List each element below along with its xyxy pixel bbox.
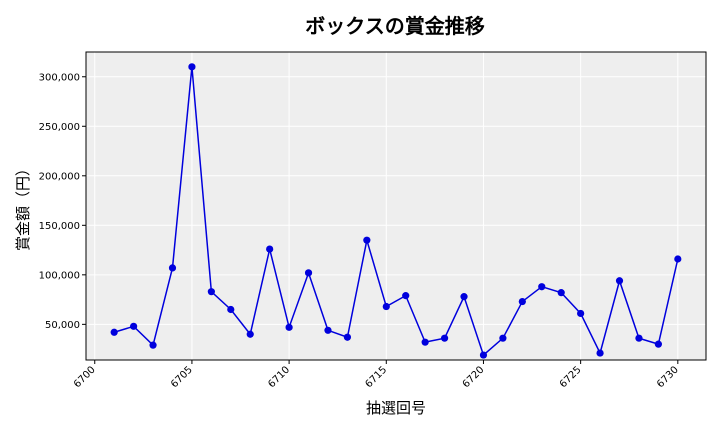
x-tick-label: 6700 (72, 364, 98, 390)
data-point (382, 302, 390, 311)
data-point (518, 297, 526, 306)
data-point (285, 323, 293, 331)
plot-frame (85, 51, 707, 361)
data-point (421, 338, 429, 346)
data-point (110, 328, 118, 336)
data-point (168, 264, 177, 272)
x-tick-label: 6705 (169, 364, 195, 390)
data-point (538, 283, 546, 291)
y-tick-label: 300,000 (39, 72, 80, 83)
data-point (557, 289, 565, 297)
data-point (674, 255, 682, 263)
x-tick-label: 6730 (655, 364, 681, 390)
data-point (188, 63, 196, 71)
y-tick-label: 150,000 (39, 221, 80, 232)
data-point (615, 277, 624, 285)
data-point (402, 292, 410, 300)
data-point (149, 341, 157, 349)
data-point (654, 340, 662, 348)
data-point (266, 245, 274, 253)
data-point (577, 309, 585, 318)
data-point (635, 334, 643, 342)
x-tick-label: 6725 (558, 364, 584, 390)
data-point (130, 322, 138, 330)
y-axis-label: 賞金額（円） (14, 161, 32, 251)
data-point (479, 351, 488, 359)
y-tick-label: 100,000 (39, 270, 80, 281)
y-tick-label: 250,000 (39, 122, 80, 133)
data-point (460, 293, 468, 301)
data-point (324, 326, 332, 334)
chart-title: ボックスの賞金推移 (305, 14, 485, 38)
x-tick-label: 6720 (461, 364, 487, 390)
y-tick-label: 50,000 (45, 320, 80, 331)
grid (86, 52, 706, 360)
x-tick-label: 6715 (364, 364, 390, 390)
y-tick-label: 200,000 (39, 171, 80, 182)
data-point (304, 269, 313, 277)
data-point (227, 305, 235, 314)
data-point (499, 334, 507, 342)
series (110, 63, 682, 359)
plot-area (85, 51, 707, 361)
data-point (207, 288, 215, 296)
data-point (343, 333, 352, 341)
data-point (363, 236, 371, 244)
series-line (113, 66, 679, 357)
x-axis-label: 抽選回号 (366, 399, 426, 417)
data-point (596, 349, 604, 357)
data-point (440, 334, 449, 342)
data-point (246, 330, 254, 338)
x-tick-label: 6710 (266, 364, 292, 390)
axes: 50,000 100,000 150,000 200,000 250,000 300,00… (39, 51, 707, 390)
